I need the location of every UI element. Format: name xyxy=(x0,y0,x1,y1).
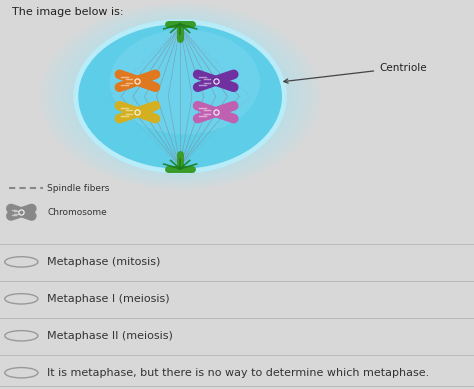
Ellipse shape xyxy=(62,14,299,179)
Ellipse shape xyxy=(76,22,284,171)
Text: Metaphase I (meiosis): Metaphase I (meiosis) xyxy=(47,294,170,304)
Text: It is metaphase, but there is no way to determine which metaphase.: It is metaphase, but there is no way to … xyxy=(47,368,429,378)
Text: Spindle fibers: Spindle fibers xyxy=(47,184,110,193)
Text: Centriole: Centriole xyxy=(284,63,427,83)
Ellipse shape xyxy=(40,4,320,189)
Ellipse shape xyxy=(69,18,292,175)
Text: Metaphase II (meiosis): Metaphase II (meiosis) xyxy=(47,331,173,341)
Ellipse shape xyxy=(47,7,313,186)
Text: Metaphase (mitosis): Metaphase (mitosis) xyxy=(47,257,161,267)
Ellipse shape xyxy=(110,30,260,134)
Text: Chromosome: Chromosome xyxy=(47,208,107,217)
Text: The image below is:: The image below is: xyxy=(12,7,123,17)
Ellipse shape xyxy=(55,11,306,182)
